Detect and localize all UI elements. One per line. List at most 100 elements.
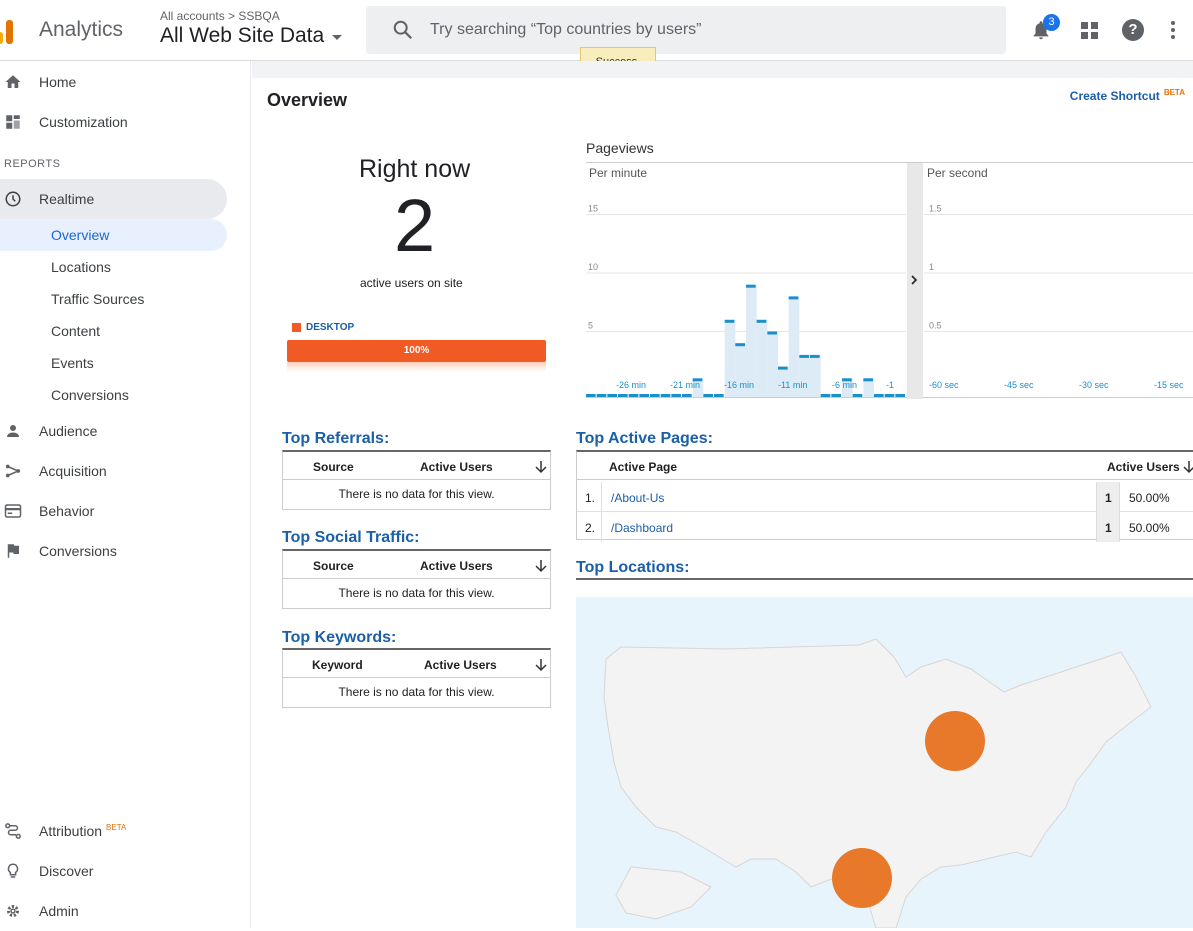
search-placeholder: Try searching “Top countries by users” [430,21,702,38]
sidebar-item-discover[interactable]: Discover [0,851,227,891]
bar-cap [778,366,788,370]
create-shortcut-text: Create Shortcut [1069,89,1160,103]
caret-down-icon [332,35,343,40]
sidebar-subitem-content[interactable]: Content [0,315,227,347]
top-referrals-title: Top Referrals: [282,430,390,447]
create-shortcut-link[interactable]: Create Shortcut BETA [1070,88,1185,103]
bar-fill [767,331,778,397]
locations-map[interactable] [576,597,1193,928]
apps-icon[interactable] [1081,22,1098,39]
sidebar-item-realtime[interactable]: Realtime [0,179,227,219]
table-row[interactable]: 2. /Dashboard 1 50.00% [577,512,1193,542]
y-tick-label: 1 [929,262,934,272]
sidebar-subitem-label: Events [51,355,94,371]
column-header-active-users[interactable]: Active Users [424,658,497,672]
sidebar-item-label: Customization [39,114,128,130]
bar-fill [799,354,810,397]
sidebar-subitem-locations[interactable]: Locations [0,251,227,283]
sidebar-item-attribution[interactable]: Attribution BETA [0,811,227,851]
y-tick-label: 10 [588,262,598,272]
row-users: 1 [1105,491,1112,505]
dashboard-icon [6,115,20,129]
bar-cap [628,394,639,397]
sidebar-item-label: Audience [39,423,98,439]
empty-message: There is no data for this view. [338,586,495,600]
sidebar-subitem-traffic-sources[interactable]: Traffic Sources [0,283,227,315]
acquisition-icon [5,464,21,478]
table-row[interactable]: 1. /About-Us 1 50.00% [577,482,1193,512]
search-bar[interactable]: Try searching “Top countries by users” [366,6,1006,54]
top-locations-title: Top Locations: [576,559,690,576]
x-tick-label: -11 min [778,380,807,390]
bar-cap [842,378,852,382]
search-icon [393,20,413,40]
sidebar-subitem-conversions[interactable]: Conversions [0,379,227,411]
help-icon[interactable]: ? [1122,19,1144,41]
users-cell-bg [1096,482,1120,512]
sidebar-subitem-overview[interactable]: Overview [0,219,227,251]
sidebar-item-admin[interactable]: Admin [0,891,227,931]
sidebar-item-behavior[interactable]: Behavior [0,491,227,531]
divider [601,512,602,542]
column-header-active-users[interactable]: Active Users [1107,460,1180,474]
pageviews-title: Pageviews [586,140,654,156]
sidebar-item-home[interactable]: Home [0,62,227,102]
flag-icon [7,544,19,558]
beta-badge: BETA [1163,88,1185,97]
sidebar-subitem-events[interactable]: Events [0,347,227,379]
analytics-logo[interactable] [0,14,20,44]
per-second-label: Per second [927,166,988,180]
sort-down-icon[interactable] [535,460,547,474]
bar-cap [884,394,895,397]
sidebar-item-audience[interactable]: Audience [0,411,227,451]
table-header: Source Active Users [283,551,550,579]
property-selector[interactable]: All Web Site Data [160,24,343,48]
row-rank: 1. [585,491,596,505]
bar-cap [586,394,596,397]
bar-fill [724,319,736,397]
sidebar-item-customization[interactable]: Customization [0,102,227,142]
sidebar-subitem-label: Conversions [51,387,129,403]
x-tick-label: -1 [886,380,894,390]
bar-fill [735,343,746,397]
x-tick-label: -26 min [616,380,646,390]
divider [601,482,602,512]
active-pages-table: Active Page Active Users 1. /About-Us 1 … [576,450,1193,542]
gear-icon [7,905,19,917]
bar-cap [650,394,660,397]
location-marker[interactable] [832,848,892,908]
column-header-keyword[interactable]: Keyword [312,658,363,672]
sidebar-item-acquisition[interactable]: Acquisition [0,451,227,491]
bar-fill [756,319,768,397]
location-marker[interactable] [925,711,985,771]
account-breadcrumb[interactable]: All accounts > SSBQA [160,9,280,23]
sort-down-icon[interactable] [535,658,547,672]
bar-cap [895,394,905,397]
column-header-active-page[interactable]: Active Page [609,460,678,474]
bar-cap [639,394,649,397]
x-tick-label: -45 sec [1004,380,1034,390]
sidebar-subitem-label: Locations [51,259,111,275]
sidebar-item-conversions[interactable]: Conversions [0,531,227,571]
y-tick-label: 1.5 [929,204,942,214]
page-link[interactable]: /Dashboard [611,521,674,535]
main-content: Overview Create Shortcut BETA Right now 2… [252,61,1193,928]
column-header-source[interactable]: Source [313,559,354,573]
sidebar: Home Customization REPORTS Realtime Over… [0,61,251,928]
home-icon [5,75,21,88]
sort-down-icon[interactable] [535,559,547,573]
sort-down-icon[interactable] [1183,460,1193,474]
column-header-active-users[interactable]: Active Users [420,460,493,474]
more-icon[interactable] [1170,21,1176,39]
bar-cap [756,319,767,323]
users-cell-bg [1096,512,1120,542]
behavior-icon [4,504,22,518]
sidebar-item-label: Discover [39,863,94,879]
person-icon [7,425,19,437]
bar-cap [682,394,692,397]
desktop-swatch [292,323,301,332]
referrals-table: Source Active Users There is no data for… [282,450,551,510]
column-header-source[interactable]: Source [313,460,354,474]
column-header-active-users[interactable]: Active Users [420,559,493,573]
page-link[interactable]: /About-Us [611,491,665,505]
